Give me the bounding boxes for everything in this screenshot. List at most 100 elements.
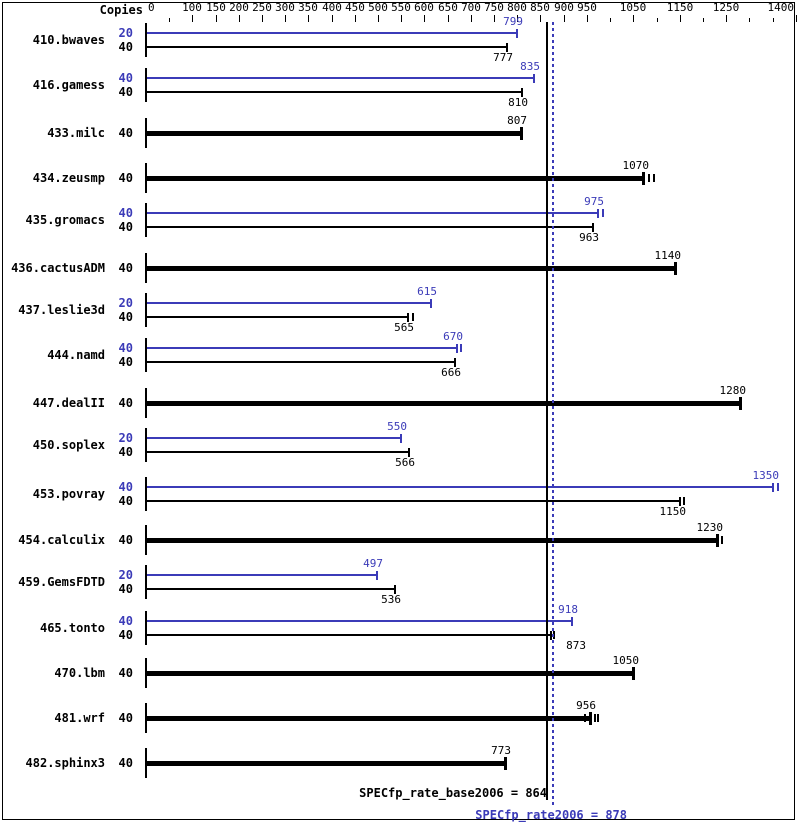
benchmark-label: 447.dealII <box>32 396 105 410</box>
group-baseline <box>145 293 147 327</box>
axis-tick-label: 300 <box>275 1 295 14</box>
group-baseline <box>145 68 147 102</box>
bar-end-cap <box>400 434 402 443</box>
peak-mean-line <box>552 22 554 807</box>
copies-label: 40 <box>118 71 133 85</box>
copies-label: 40 <box>118 628 133 642</box>
axis-tick-label: 350 <box>298 1 318 14</box>
bar-end-cap <box>716 534 719 547</box>
bar-value-label: 566 <box>395 456 415 469</box>
group-baseline <box>145 611 147 645</box>
bar-value-label: 1280 <box>719 384 747 397</box>
copies-label: 40 <box>118 480 133 494</box>
bar-value-label: 807 <box>507 114 527 127</box>
bar-value-label: 536 <box>381 593 401 606</box>
bar <box>147 574 377 576</box>
group-baseline <box>145 388 147 418</box>
bar-value-label: 666 <box>441 366 461 379</box>
bar-value-label: 1230 <box>696 521 724 534</box>
axis-major-tick <box>216 15 217 22</box>
bar <box>147 77 534 79</box>
copies-label: 40 <box>118 85 133 99</box>
benchmark-label: 436.cactusADM <box>11 261 105 275</box>
run-range-tick <box>602 209 604 217</box>
bar-value-label: 799 <box>503 15 523 28</box>
axis-major-tick <box>587 15 588 22</box>
bar-end-cap <box>679 497 681 506</box>
bar <box>147 302 431 304</box>
axis-major-tick <box>540 15 541 22</box>
bar <box>147 588 395 590</box>
copies-label: 40 <box>118 756 133 770</box>
bar-end-cap <box>504 757 507 770</box>
base-mean-line <box>546 22 548 800</box>
bar-value-label: 1350 <box>752 469 780 482</box>
bar <box>147 316 408 318</box>
axis-major-tick <box>680 15 681 22</box>
bar <box>147 131 521 136</box>
bar-end-cap <box>589 712 592 725</box>
axis-tick-label: 1150 <box>666 1 694 14</box>
bar <box>147 226 593 228</box>
bar-end-cap <box>516 29 518 38</box>
bar-end-cap <box>520 127 523 140</box>
bar-end-cap <box>407 313 409 322</box>
axis-tick-label: 0 <box>148 1 155 14</box>
axis-tick-label: 400 <box>322 1 342 14</box>
bar-end-cap <box>533 74 535 83</box>
axis-major-tick <box>401 15 402 22</box>
bar <box>147 500 680 502</box>
axis-minor-tick <box>703 18 704 22</box>
axis-tick-label: 1250 <box>712 1 740 14</box>
bar-value-label: 1050 <box>612 654 640 667</box>
run-range-tick <box>648 174 650 182</box>
run-range-tick <box>777 483 779 491</box>
bar <box>147 46 507 48</box>
group-baseline <box>145 477 147 511</box>
axis-tick-label: 950 <box>577 1 597 14</box>
bar-end-cap <box>592 223 594 232</box>
bar <box>147 401 740 406</box>
bar-value-label: 810 <box>508 96 528 109</box>
copies-label: 40 <box>118 310 133 324</box>
axis-minor-tick <box>773 18 774 22</box>
group-baseline <box>145 658 147 688</box>
bar-end-cap <box>394 585 396 594</box>
copies-label: 40 <box>118 582 133 596</box>
bar-value-label: 565 <box>394 321 414 334</box>
copies-label: 40 <box>118 396 133 410</box>
base-summary-label: SPECfp_rate_base2006 = 864 <box>359 786 547 800</box>
copies-label: 40 <box>118 355 133 369</box>
bar <box>147 212 598 214</box>
bar-end-cap <box>550 631 552 640</box>
copies-label: 20 <box>118 568 133 582</box>
copies-label: 40 <box>118 494 133 508</box>
bar-value-label: 975 <box>584 195 604 208</box>
bar-end-cap <box>772 483 774 492</box>
run-range-tick <box>584 714 586 722</box>
axis-tick-label: 700 <box>461 1 481 14</box>
bar-end-cap <box>430 299 432 308</box>
bar-end-cap <box>456 344 458 353</box>
bar <box>147 266 675 271</box>
bar-end-cap <box>521 88 523 97</box>
benchmark-label: 450.soplex <box>32 438 105 452</box>
bar <box>147 347 457 349</box>
axis-major-tick <box>726 15 727 22</box>
axis-tick-label: 200 <box>229 1 249 14</box>
axis-major-tick <box>424 15 425 22</box>
copies-label: 40 <box>118 220 133 234</box>
axis-tick-label: 1400 <box>767 1 795 14</box>
copies-label: 40 <box>118 614 133 628</box>
group-baseline <box>145 203 147 237</box>
group-baseline <box>145 338 147 372</box>
group-baseline <box>145 703 147 733</box>
axis-major-tick <box>308 15 309 22</box>
group-baseline <box>145 428 147 462</box>
axis-tick-label: 850 <box>530 1 550 14</box>
bar <box>147 671 633 676</box>
bar-end-cap <box>632 667 635 680</box>
bar-value-label: 956 <box>576 699 596 712</box>
axis-major-tick <box>355 15 356 22</box>
bar <box>147 486 773 488</box>
